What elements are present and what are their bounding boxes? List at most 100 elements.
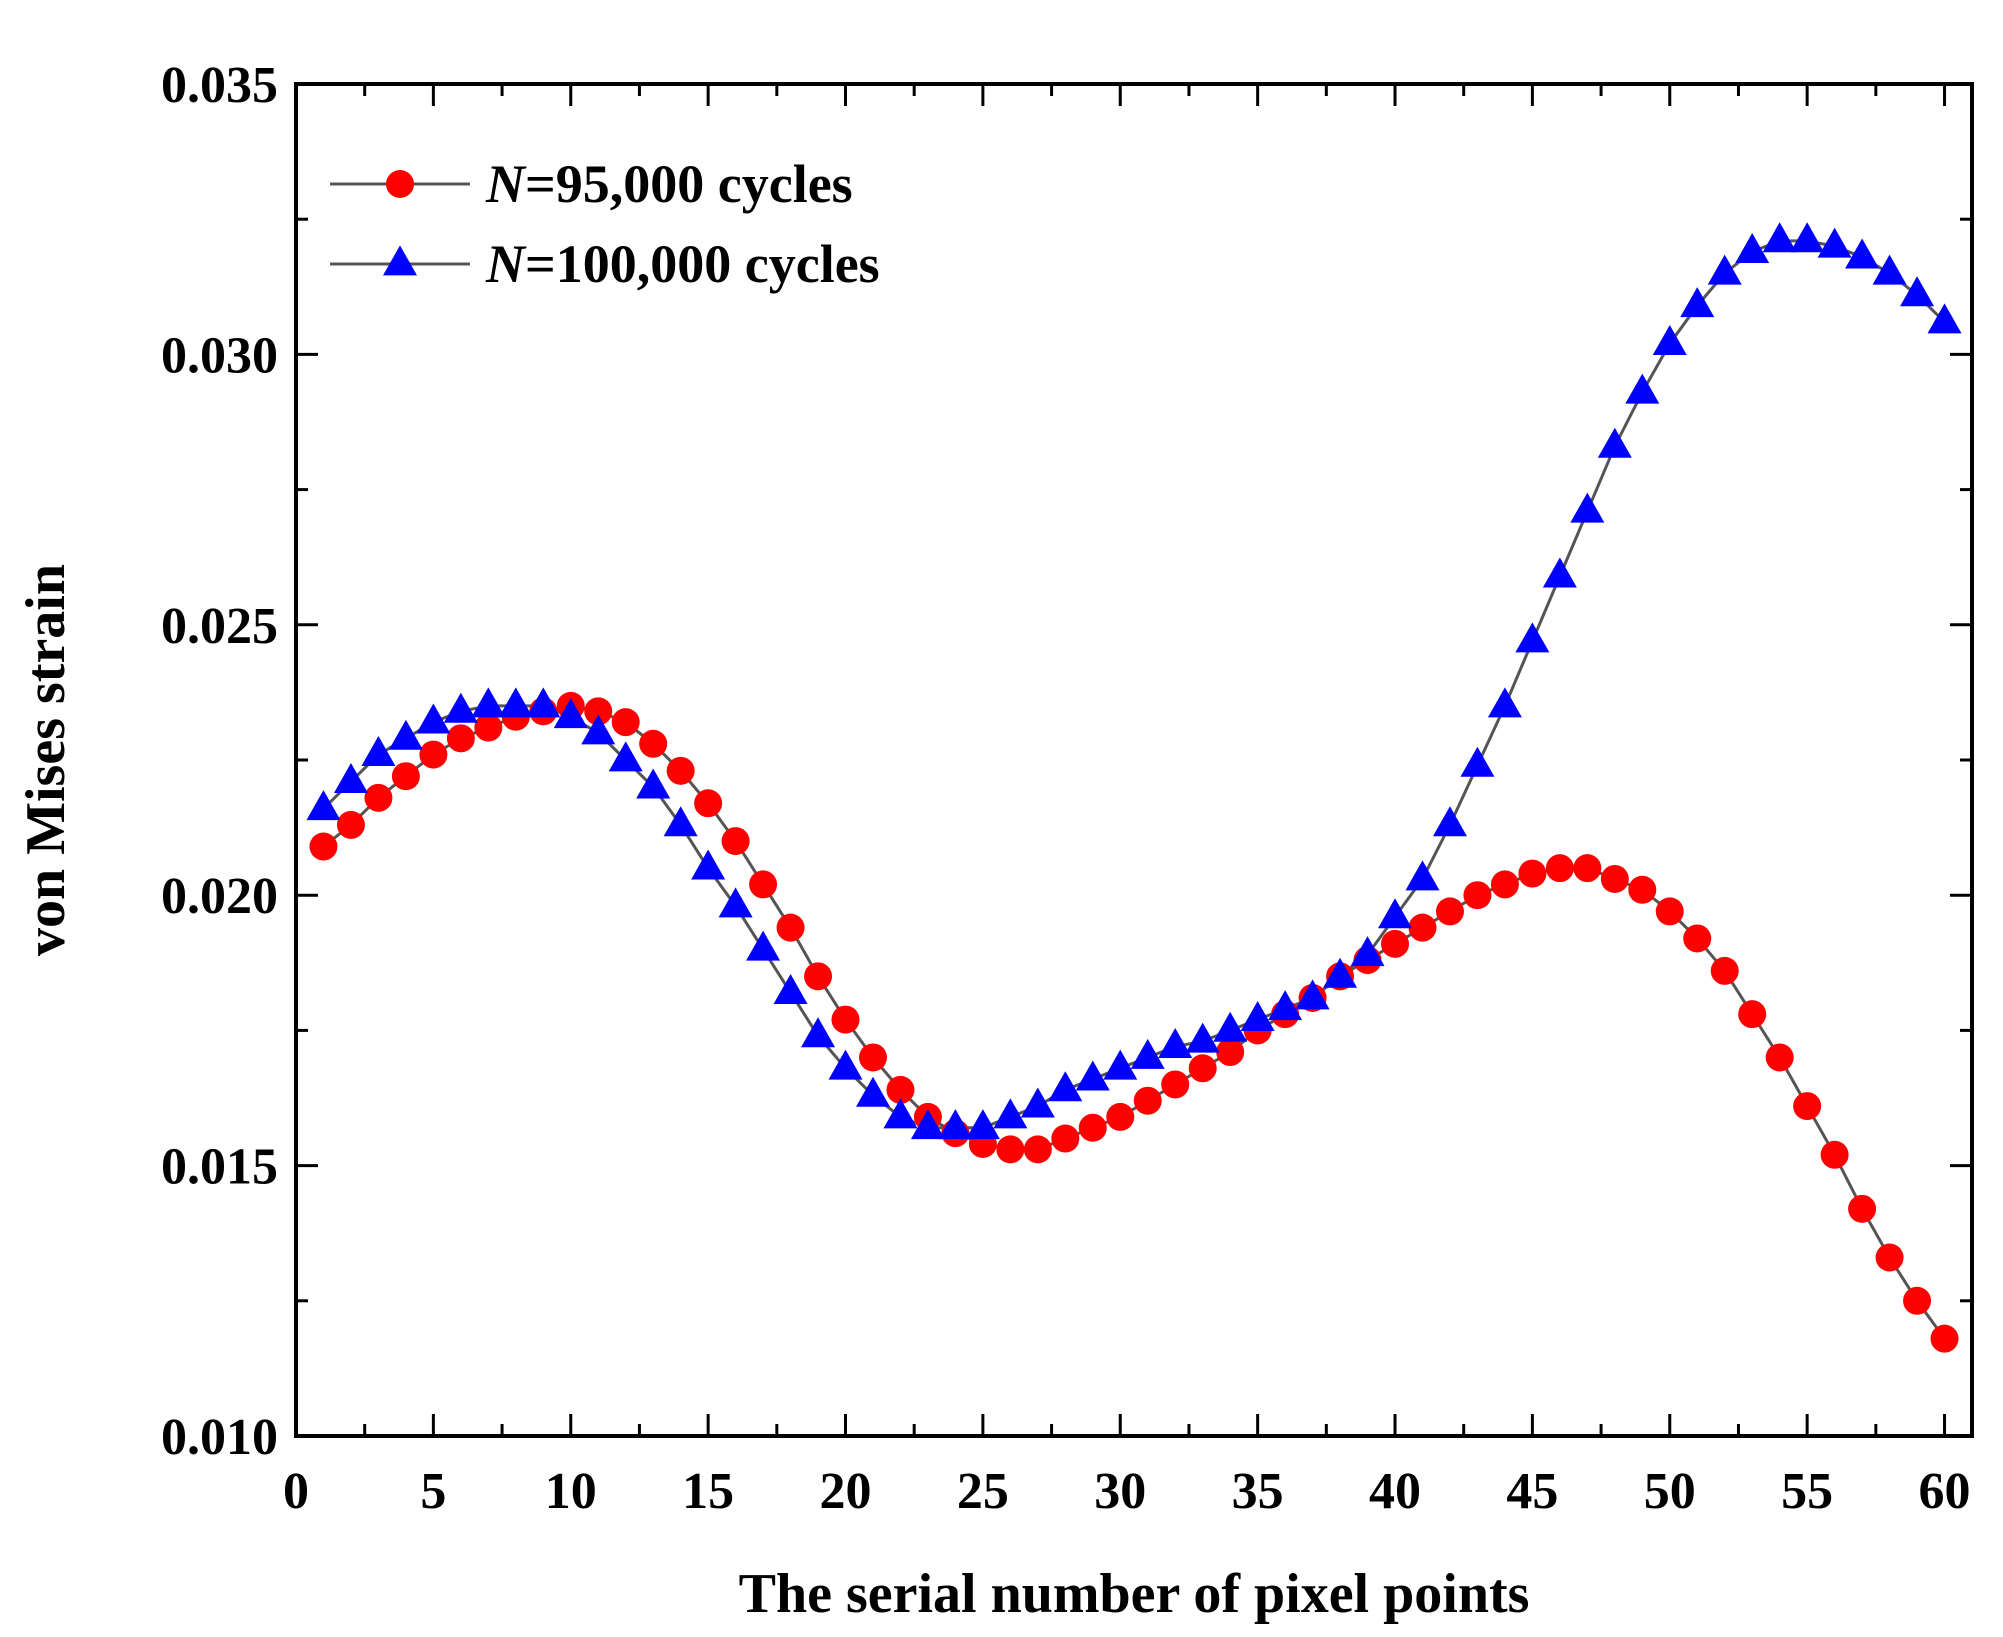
data-point-triangle (388, 719, 423, 750)
data-point-triangle (553, 698, 588, 729)
data-point-circle (1490, 870, 1519, 899)
data-point-triangle (938, 1109, 973, 1140)
data-point-triangle (471, 687, 506, 718)
data-point-triangle (1295, 979, 1330, 1010)
data-point-triangle (1845, 238, 1880, 269)
legend: N=95,000 cycles N=100,000 cycles (330, 154, 880, 294)
series-markers (306, 222, 1962, 1353)
data-point-triangle (1432, 806, 1467, 837)
data-point-circle (858, 1043, 887, 1072)
data-point-circle (1573, 854, 1602, 883)
x-tick-label: 30 (1094, 1463, 1146, 1520)
data-point-circle (1903, 1286, 1932, 1315)
data-point-triangle (828, 1049, 863, 1080)
data-point-triangle (1103, 1049, 1138, 1080)
x-tick-label: 20 (820, 1463, 872, 1520)
data-point-triangle (1625, 373, 1660, 404)
legend-label-rest: =95,000 cycles (525, 154, 853, 214)
data-point-triangle (993, 1098, 1028, 1129)
data-point-triangle (333, 763, 368, 794)
data-point-circle (1930, 1324, 1959, 1353)
data-point-circle (1683, 924, 1712, 953)
data-point-triangle (1350, 936, 1385, 967)
data-point-triangle (801, 1017, 836, 1048)
y-tick-label: 0.015 (161, 1139, 278, 1196)
data-point-triangle (1817, 227, 1852, 258)
data-point-triangle (1185, 1022, 1220, 1053)
data-point-circle (694, 789, 723, 818)
data-point-triangle (636, 768, 671, 799)
data-point-circle (1188, 1054, 1217, 1083)
data-point-triangle (416, 703, 451, 734)
y-tick-label: 0.030 (161, 327, 278, 384)
data-point-triangle (1872, 254, 1907, 285)
data-point-circle (1463, 881, 1492, 910)
data-point-triangle (1213, 1011, 1248, 1042)
data-point-circle (611, 708, 640, 737)
data-point-circle (1106, 1102, 1135, 1131)
legend-entry-series-1: N=95,000 cycles (330, 154, 853, 214)
data-point-circle (1435, 897, 1464, 926)
plot-frame (294, 82, 1974, 1438)
data-point-circle (776, 913, 805, 942)
data-point-circle (1600, 864, 1629, 893)
legend-label-series-1: N=95,000 cycles (485, 154, 853, 214)
x-tick-label: 40 (1369, 1463, 1421, 1520)
data-point-circle (1848, 1194, 1877, 1223)
data-point-circle (1820, 1140, 1849, 1169)
data-point-triangle (1487, 687, 1522, 718)
x-tick-label: 50 (1644, 1463, 1696, 1520)
tick-labels: 0 5 10 15 20 25 30 35 40 45 50 55 60 0.010 0.015 0.020 0… (161, 57, 1971, 1520)
data-point-triangle (526, 687, 561, 718)
data-point-triangle (581, 714, 616, 745)
data-point-triangle (773, 973, 808, 1004)
data-point-triangle (1515, 622, 1550, 653)
data-point-triangle (1075, 1060, 1110, 1091)
data-point-triangle (1680, 287, 1715, 318)
data-point-triangle (965, 1109, 1000, 1140)
data-point-circle (1161, 1070, 1190, 1099)
data-point-circle (1710, 956, 1739, 985)
data-point-circle (1023, 1135, 1052, 1164)
legend-marker-triangle (383, 245, 417, 276)
legend-label-italic: N (485, 234, 527, 294)
data-point-triangle (855, 1076, 890, 1107)
data-point-triangle (1048, 1071, 1083, 1102)
x-tick-label: 45 (1506, 1463, 1558, 1520)
data-point-triangle (1597, 427, 1632, 458)
data-point-circle (721, 827, 750, 856)
data-point-circle (1765, 1043, 1794, 1072)
data-point-triangle (746, 930, 781, 961)
legend-marker-circle (386, 170, 414, 198)
data-point-circle (1545, 854, 1574, 883)
series-lines (322, 239, 1946, 1340)
data-point-triangle (1405, 860, 1440, 891)
legend-label-series-2: N=100,000 cycles (485, 234, 880, 294)
data-point-triangle (443, 692, 478, 723)
data-point-triangle (608, 741, 643, 772)
x-tick-label: 55 (1781, 1463, 1833, 1520)
y-tick-label: 0.020 (161, 868, 278, 925)
data-point-triangle (1707, 254, 1742, 285)
y-tick-label: 0.035 (161, 57, 278, 114)
data-point-circle (639, 729, 668, 758)
data-point-triangle (1652, 324, 1687, 355)
data-point-circle (364, 783, 393, 812)
data-point-triangle (1790, 222, 1825, 253)
data-point-circle (1216, 1038, 1245, 1067)
data-point-triangle (361, 735, 396, 766)
data-point-circle (419, 740, 448, 769)
data-point-triangle (1762, 222, 1797, 253)
data-point-circle (831, 1005, 860, 1034)
series-line-2 (322, 239, 1946, 1130)
data-point-triangle (663, 806, 698, 837)
data-point-circle (996, 1135, 1025, 1164)
data-point-circle (446, 724, 475, 753)
data-point-triangle (1130, 1038, 1165, 1069)
data-point-circle (1628, 875, 1657, 904)
data-point-circle (391, 762, 420, 791)
data-point-circle (749, 870, 778, 899)
data-point-triangle (1268, 990, 1303, 1021)
data-point-triangle (1570, 492, 1605, 523)
